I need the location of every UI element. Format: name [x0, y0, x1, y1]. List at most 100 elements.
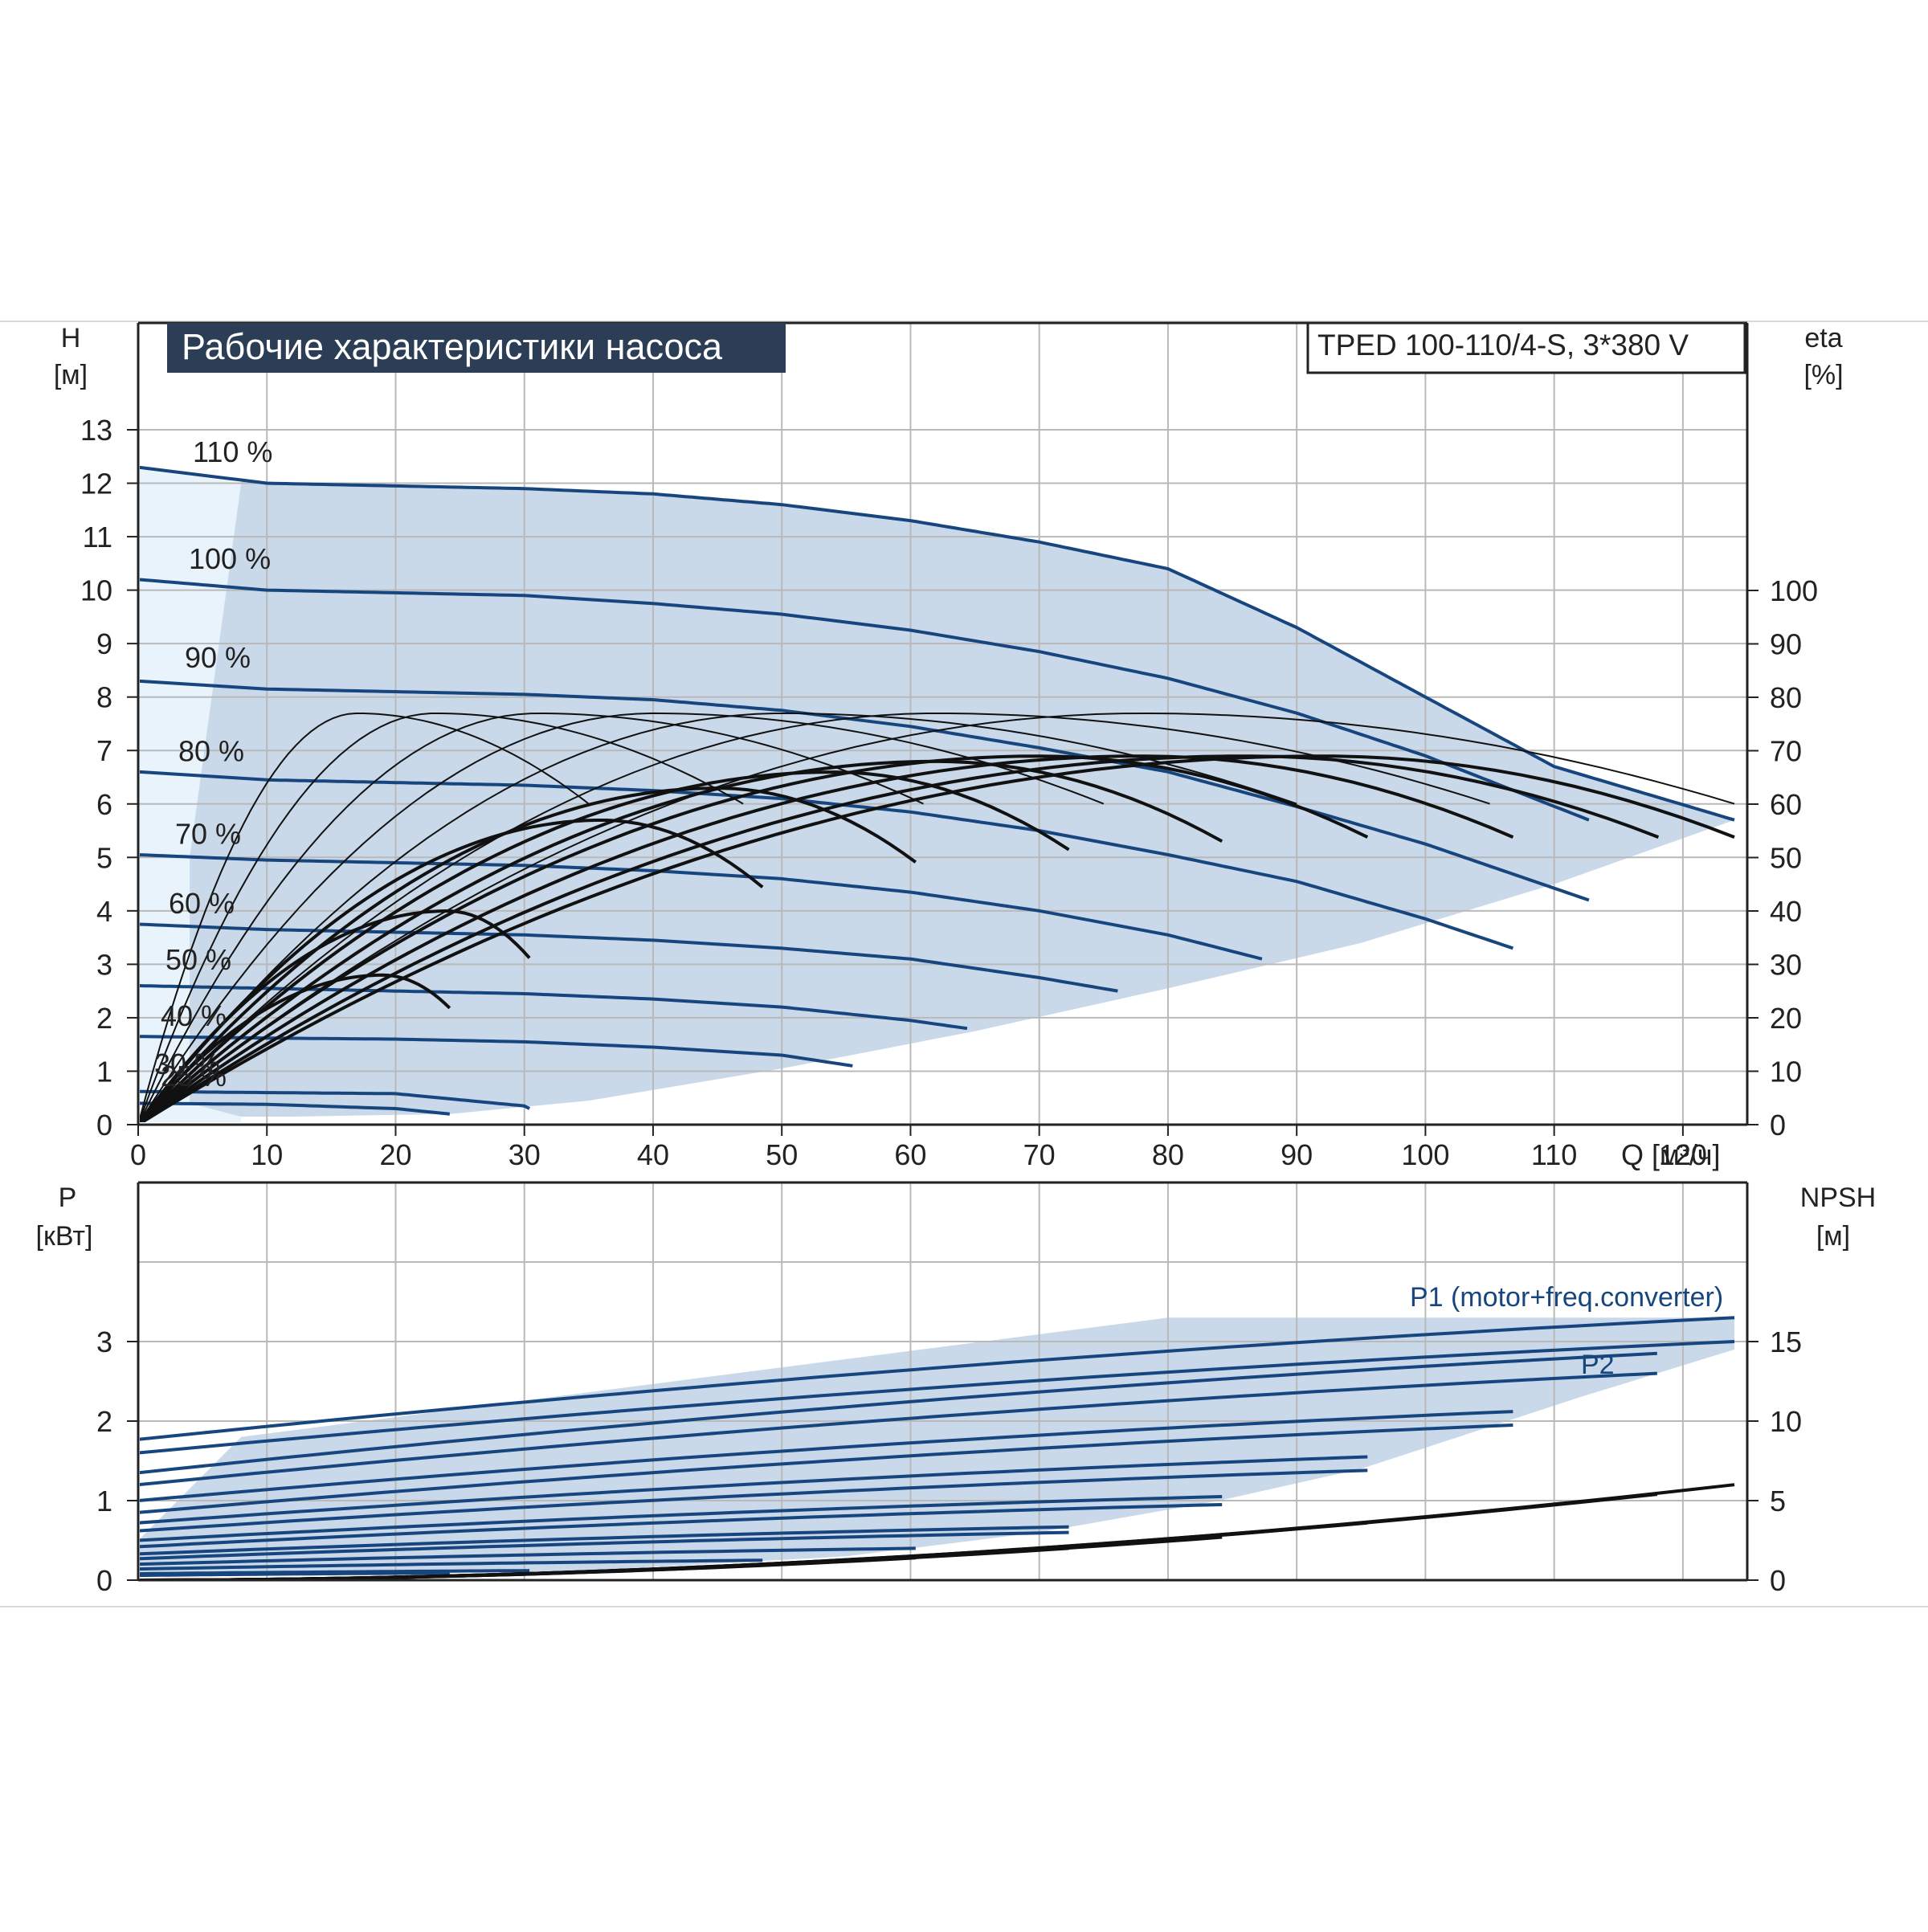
power-curve	[140, 1530, 1069, 1561]
efficiency-curve	[140, 770, 1070, 1122]
power-area	[140, 1317, 1734, 1576]
y-right-tick-label: 20	[1770, 1002, 1802, 1035]
power-curve	[140, 1571, 450, 1578]
power-curve	[140, 1503, 1223, 1549]
y-left-tick-label: 7	[96, 734, 112, 767]
head-efficiency-panel: 110 %100 %90 %80 %70 %60 %50 %40 %30 %25…	[54, 321, 1844, 1171]
x-tick-label: 60	[894, 1138, 926, 1171]
y-right-tick-label: 40	[1770, 895, 1802, 928]
model-box	[1306, 321, 1746, 374]
x-tick-label: 40	[637, 1138, 669, 1171]
power-curve	[140, 1351, 1657, 1475]
speed-label: 80 %	[178, 735, 244, 768]
speed-curve	[140, 578, 1590, 822]
efficiency-curve	[140, 754, 1514, 1122]
p1-series-label: P1 (motor+freq.converter)	[1410, 1282, 1723, 1313]
npsh-curves	[140, 1483, 1735, 1579]
power-curve	[140, 1455, 1368, 1525]
efficiency-curves	[140, 712, 1735, 1122]
y-left-tick-label: 1	[96, 1055, 112, 1088]
y-left-tick-label: 3	[96, 948, 112, 981]
x-tick-label: 0	[130, 1138, 146, 1171]
y-right-title-unit: [%]	[1803, 360, 1843, 390]
npsh-tick-label: 10	[1770, 1405, 1802, 1438]
efficiency-curve	[140, 754, 1369, 1122]
speed-curve	[140, 984, 968, 1031]
y-left-tick-label: 13	[80, 414, 112, 447]
operating-area	[190, 480, 1735, 1117]
speed-label: 50 %	[165, 943, 231, 976]
x-tick-label: 30	[509, 1138, 541, 1171]
chart-title: Рабочие характеристики насоса	[182, 326, 723, 367]
npsh-tick-label: 0	[1770, 1564, 1786, 1597]
power-curve	[140, 1410, 1513, 1502]
power-curve	[140, 1468, 1368, 1533]
y-left-tick-label: 10	[80, 574, 112, 607]
efficiency-curve	[140, 713, 1490, 1122]
speed-curve	[140, 922, 1118, 993]
y-left-tick-label: 2	[96, 1002, 112, 1035]
efficiency-curve	[140, 713, 744, 1122]
operating-range-area	[140, 467, 1735, 1122]
p-tick-label: 1	[96, 1485, 112, 1517]
power-range-area	[140, 1317, 1734, 1576]
efficiency-curve	[140, 712, 1105, 1122]
model-label: TPED 100-110/4-S, 3*380 V	[1317, 329, 1689, 361]
p-tick-label: 2	[96, 1405, 112, 1438]
title-bar	[167, 323, 786, 373]
efficiency-curve	[140, 712, 924, 1122]
y-left-title-unit: [м]	[54, 360, 88, 390]
x-tick-label: 100	[1401, 1138, 1449, 1171]
x-tick-label: 110	[1531, 1138, 1577, 1171]
p-axis-title-symbol: P	[59, 1182, 77, 1213]
speed-label: 70 %	[175, 818, 241, 851]
y-right-tick-label: 70	[1770, 735, 1802, 768]
power-npsh-panel: 0 1 2 3 0 5 10 15 P [кВт] NPSH [м] P1 (motor+fr…	[36, 1181, 1876, 1597]
power-curve	[140, 1558, 763, 1571]
y-left-tick-label: 8	[96, 681, 112, 714]
efficiency-curve	[140, 754, 1735, 1122]
y-left-tick-label: 9	[96, 627, 112, 660]
y-left-title-symbol: H	[61, 323, 81, 353]
power-curve	[140, 1546, 916, 1566]
power-curve	[140, 1340, 1735, 1455]
x-axis-title: Q [м³/ч]	[1621, 1138, 1721, 1171]
speed-label: 90 %	[185, 641, 251, 674]
power-curve	[140, 1569, 530, 1576]
speed-curve	[140, 1089, 531, 1110]
y-right-tick-label: 80	[1770, 681, 1802, 714]
npsh-tick-label: 15	[1770, 1325, 1802, 1358]
y-left-tick-label: 12	[80, 468, 112, 500]
speed-label: 40 %	[161, 999, 227, 1032]
efficiency-curve	[140, 713, 1297, 1122]
y-right-tick-label: 60	[1770, 788, 1802, 821]
p-axis-title-unit: [кВт]	[36, 1221, 93, 1252]
y-left-tick-label: 6	[96, 788, 112, 821]
power-curve	[140, 1525, 1069, 1556]
speed-curve	[140, 1101, 450, 1116]
power-curve	[140, 1495, 1223, 1542]
speed-curve	[140, 770, 1514, 950]
speed-curve	[140, 853, 1263, 961]
y-left-tick-label: 0	[96, 1109, 112, 1142]
npsh-axis-title-symbol: NPSH	[1800, 1182, 1876, 1213]
x-tick-label: 70	[1023, 1138, 1056, 1171]
npsh-curve	[140, 1556, 916, 1579]
speed-label: 100 %	[189, 542, 271, 575]
power-curve	[140, 1371, 1657, 1487]
power-axes: 0 1 2 3 0 5 10 15	[96, 1181, 1802, 1597]
p-tick-label: 0	[96, 1564, 112, 1597]
y-right-tick-label: 90	[1770, 628, 1802, 661]
efficiency-curve	[140, 786, 917, 1122]
speed-curves	[140, 465, 1735, 1116]
power-curves	[140, 1316, 1735, 1578]
y-left-tick-label: 11	[83, 521, 112, 553]
speed-curve	[140, 1035, 853, 1068]
x-tick-label: 90	[1281, 1138, 1313, 1171]
y-right-tick-label: 100	[1770, 574, 1818, 607]
p-tick-label: 3	[96, 1325, 112, 1358]
efficiency-curve	[140, 712, 1735, 1122]
speed-curve	[140, 679, 1590, 902]
